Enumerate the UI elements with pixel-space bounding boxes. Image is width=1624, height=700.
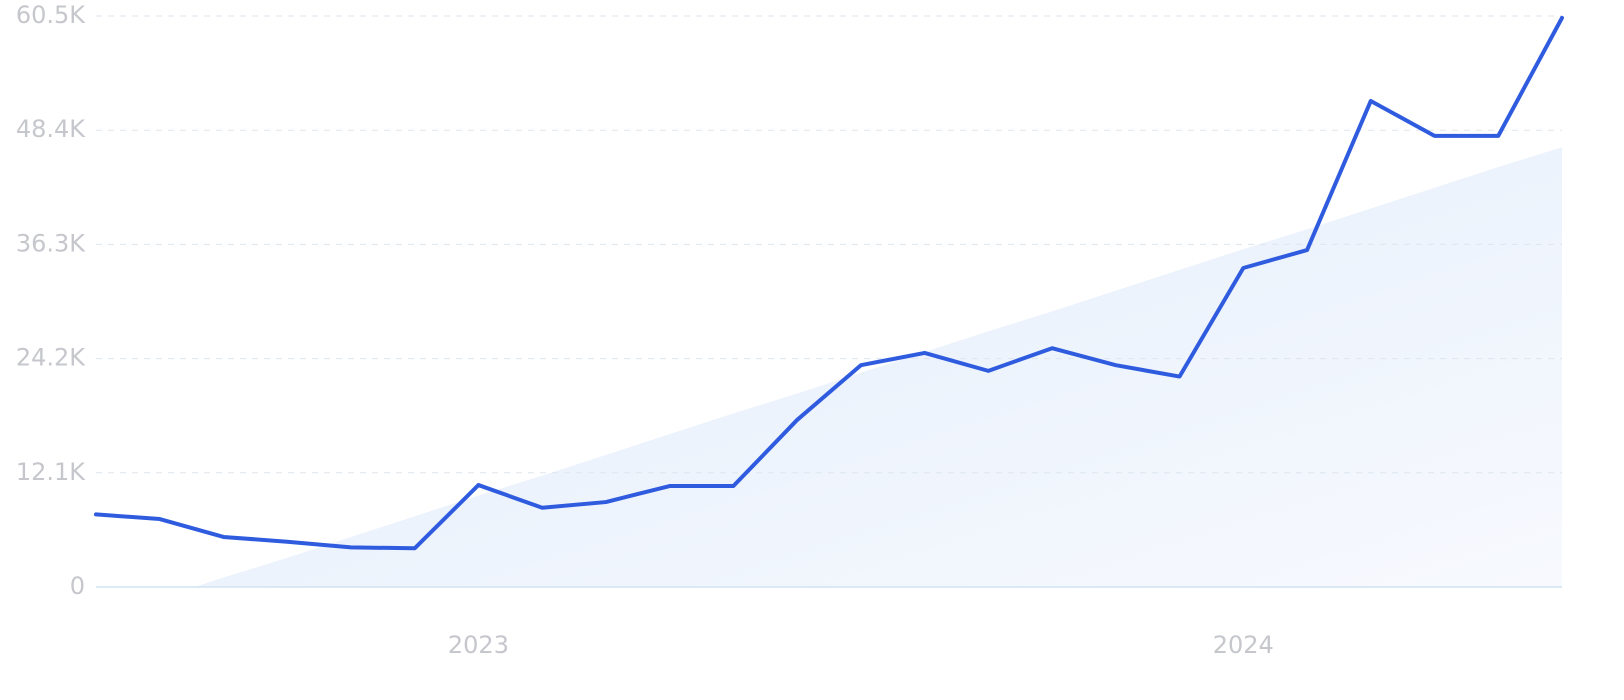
y-tick-label: 24.2K	[16, 344, 86, 372]
trend-area	[96, 147, 1562, 587]
x-tick-label: 2023	[448, 631, 509, 659]
trend-group	[96, 147, 1562, 587]
y-tick-label: 0	[70, 572, 85, 600]
y-tick-label: 48.4K	[16, 115, 86, 143]
line	[94, 15, 1564, 551]
y-tick-label: 36.3K	[16, 229, 86, 257]
y-tick-label: 60.5K	[16, 1, 86, 29]
x-tick-label: 2024	[1213, 631, 1274, 659]
y-tick-label: 12.1K	[16, 458, 86, 486]
